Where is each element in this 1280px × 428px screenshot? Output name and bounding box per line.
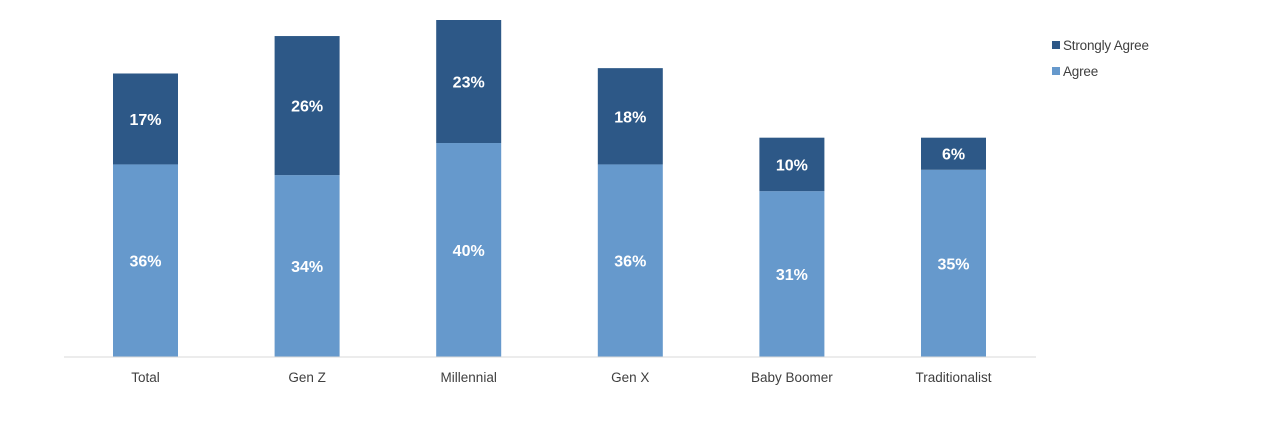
data-label-agree-total: 36%: [129, 254, 161, 271]
data-label-strongly-agree-millennial: 23%: [453, 75, 485, 92]
bar-agree-gen-x: [597, 164, 663, 357]
data-label-strongly-agree-traditionalist: 6%: [942, 147, 965, 164]
data-label-agree-millennial: 40%: [453, 243, 485, 260]
x-axis-ticks: Total Gen Z Millennial Gen X Baby Boomer Trad…: [131, 370, 992, 385]
bar-strongly-agree-baby-boomer: [759, 137, 825, 192]
x-tick-label-gen-z: Gen Z: [288, 370, 326, 385]
data-label-agree-gen-x: 36%: [614, 254, 646, 271]
bar-agree-baby-boomer: [759, 191, 825, 357]
bar-strongly-agree-gen-z: [274, 36, 340, 176]
legend: Strongly Agree Agree: [1052, 32, 1149, 84]
legend-item-agree: Agree: [1052, 58, 1149, 84]
x-tick-label-millennial: Millennial: [441, 370, 497, 385]
data-label-strongly-agree-baby-boomer: 10%: [776, 157, 808, 174]
bar-strongly-agree-total: [113, 73, 178, 165]
legend-swatch-strongly-agree: [1052, 41, 1060, 49]
bar-agree-traditionalist: [921, 169, 986, 357]
data-label-strongly-agree-gen-x: 18%: [614, 109, 646, 126]
x-tick-label-total: Total: [131, 370, 160, 385]
bar-strongly-agree-traditionalist: [921, 137, 986, 170]
x-tick-label-gen-x: Gen X: [611, 370, 649, 385]
legend-label-strongly-agree: Strongly Agree: [1063, 37, 1149, 53]
data-label-agree-gen-z: 34%: [291, 259, 323, 276]
legend-item-strongly-agree: Strongly Agree: [1052, 32, 1149, 58]
bar-agree-millennial: [436, 143, 502, 357]
legend-swatch-agree: [1052, 67, 1060, 75]
bar-agree-total: [113, 164, 178, 357]
data-labels-layer: 36% 17% 34% 26% 40% 23% 36% 18% 31% 10% 35% 6%: [129, 75, 969, 285]
legend-label-agree: Agree: [1063, 63, 1099, 79]
bar-agree-gen-z: [274, 175, 340, 357]
bar-strongly-agree-gen-x: [597, 68, 663, 165]
data-label-agree-baby-boomer: 31%: [776, 267, 808, 284]
data-label-strongly-agree-gen-z: 26%: [291, 99, 323, 116]
bars-layer: [113, 20, 986, 357]
bar-strongly-agree-millennial: [436, 20, 502, 144]
data-label-agree-traditionalist: 35%: [937, 256, 969, 273]
x-tick-label-traditionalist: Traditionalist: [915, 370, 991, 385]
x-tick-label-baby-boomer: Baby Boomer: [751, 370, 833, 385]
data-label-strongly-agree-total: 17%: [129, 112, 161, 129]
